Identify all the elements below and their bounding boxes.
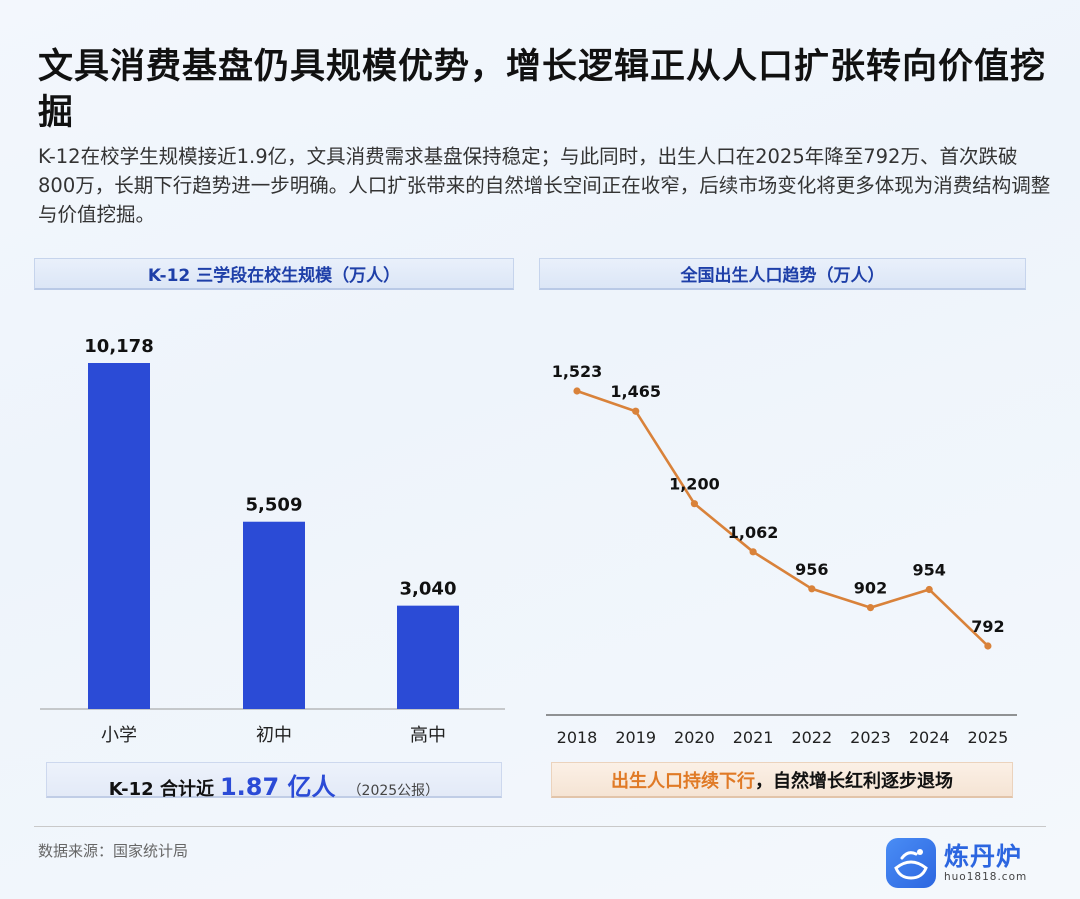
line-x-tick-1: 2019 [615, 728, 656, 747]
bar-chart-header: K-12 三学段在校生规模（万人） [34, 258, 514, 290]
line-x-tick-5: 2023 [850, 728, 891, 747]
summary-prefix: K-12 合计近 [108, 779, 214, 800]
line-value-label-3: 1,062 [728, 523, 779, 542]
line-point-5 [866, 604, 875, 612]
line-point-1 [632, 407, 640, 415]
bar-category-label-2: 高中 [410, 725, 446, 746]
line-value-label-4: 956 [795, 560, 828, 579]
line-x-tick-0: 2018 [557, 728, 598, 747]
line-x-tick-4: 2022 [791, 728, 832, 747]
logo-url: huo1818.com [944, 871, 1028, 883]
bar-value-label-1: 5,509 [246, 495, 303, 516]
bar-category-label-0: 小学 [101, 725, 137, 746]
line-x-tick-2: 2020 [674, 728, 715, 747]
logo-name: 炼丹炉 [944, 842, 1023, 871]
line-value-label-0: 1,523 [552, 362, 603, 381]
line-point-0 [573, 387, 581, 395]
line-x-tick-7: 2025 [968, 728, 1009, 747]
summary-rest: ，自然增长红利逐步退场 [755, 770, 953, 792]
line-x-tick-3: 2021 [733, 728, 774, 747]
line-point-4 [808, 585, 816, 593]
brand-logo: 炼丹炉 huo1818.com [886, 836, 1050, 890]
birth-summary-box: 出生人口持续下行 ，自然增长红利逐步退场 [551, 762, 1013, 798]
k12-summary-box: K-12 合计近 1.87 亿人 （2025公报） [46, 762, 502, 801]
line-point-2 [690, 500, 699, 508]
line-value-label-6: 954 [912, 560, 945, 579]
line-point-6 [925, 585, 933, 594]
cauldron-logo-icon [886, 838, 936, 888]
line-x-tick-6: 2024 [909, 728, 950, 747]
line-value-label-1: 1,465 [610, 382, 661, 401]
line-point-3 [749, 548, 757, 556]
bar-1 [243, 521, 305, 709]
line-chart-header: 全国出生人口趋势（万人） [539, 258, 1026, 290]
summary-value: 1.87 亿人 [219, 773, 336, 801]
line-point-7 [984, 642, 992, 650]
line-value-label-5: 902 [854, 579, 887, 598]
line-value-label-7: 792 [971, 617, 1004, 636]
footer-divider [34, 826, 1046, 827]
line-value-label-2: 1,200 [669, 475, 720, 494]
page-title: 文具消费基盘仍具规模优势，增长逻辑正从人口扩张转向价值挖掘 [38, 47, 1047, 133]
birth-trend-line [576, 389, 989, 647]
bar-0 [88, 363, 150, 709]
bar-value-label-2: 3,040 [400, 579, 457, 600]
summary-note: （2025公报） [347, 783, 440, 799]
data-source: 数据来源：国家统计局 [38, 842, 189, 860]
bar-value-label-0: 10,178 [84, 336, 153, 357]
bar-category-label-1: 初中 [256, 725, 292, 746]
intro-paragraph: K-12在校学生规模接近1.9亿，文具消费需求基盘保持稳定；与此同时，出生人口在… [38, 145, 1051, 226]
bar-2 [397, 605, 459, 709]
summary-highlight: 出生人口持续下行 [611, 770, 755, 792]
